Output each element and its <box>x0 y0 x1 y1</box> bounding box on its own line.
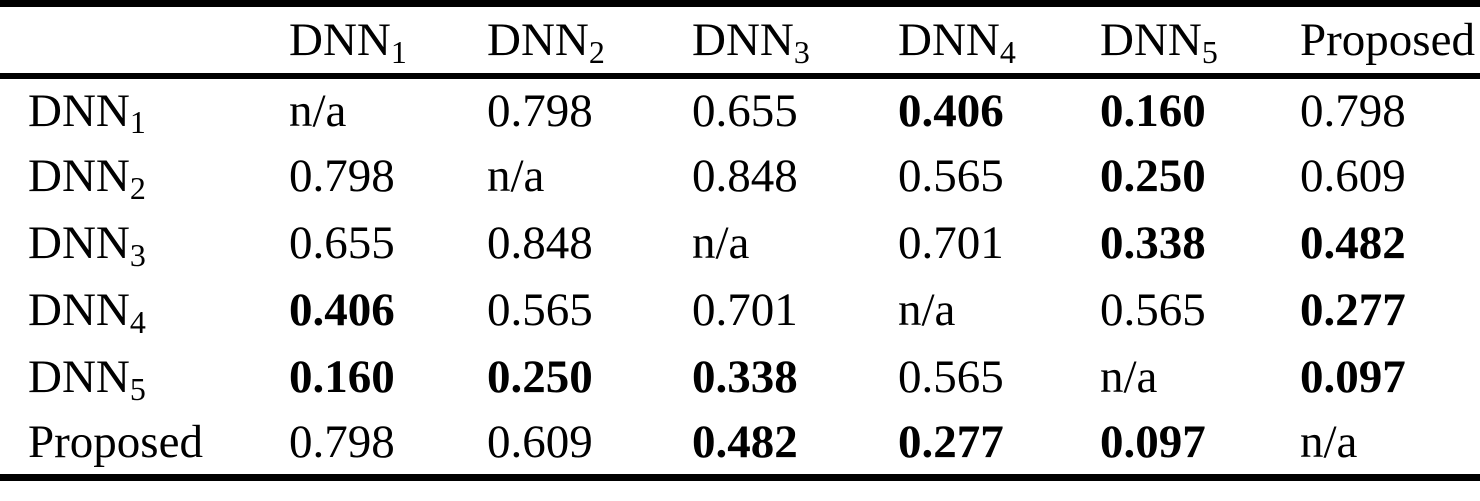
value-cell: 0.338 <box>692 351 798 403</box>
header-cell-subscript: 2 <box>588 34 605 70</box>
header-cell-subscript: 4 <box>999 34 1016 70</box>
comparison-table: DNN1 DNN2 DNN3 DNN4 DNN5 Proposed DNN1 n/a 0.79… <box>0 0 1480 481</box>
header-cell-text: DNN <box>1100 13 1202 66</box>
value-cell: 0.565 <box>1100 284 1206 336</box>
row-label-text: DNN <box>28 351 130 403</box>
row-label: DNN1 <box>0 76 289 143</box>
value-cell: 0.798 <box>289 416 395 469</box>
table-row: DNN1 n/a 0.798 0.655 0.406 0.160 0.798 <box>0 76 1480 143</box>
header-cell-subscript: 1 <box>390 34 407 70</box>
value-cell: n/a <box>1100 351 1158 403</box>
row-label-text: DNN <box>28 284 130 336</box>
table-head: DNN1 DNN2 DNN3 DNN4 DNN5 Proposed <box>0 4 1480 76</box>
value-cell: 0.565 <box>487 284 593 336</box>
value-cell: n/a <box>898 284 956 336</box>
value-cell: 0.160 <box>289 351 395 403</box>
value-cell: 0.160 <box>1100 84 1206 137</box>
value-cell: 0.565 <box>898 150 1004 202</box>
table-row: DNN3 0.655 0.848 n/a 0.701 0.338 0.482 <box>0 210 1480 277</box>
row-label-text: DNN <box>28 150 130 202</box>
row-label-text: Proposed <box>28 416 203 469</box>
row-label: DNN3 <box>0 210 289 277</box>
header-cell-subscript: 3 <box>793 34 810 70</box>
header-cell: DNN5 <box>1100 4 1300 76</box>
header-cell-empty <box>0 4 289 76</box>
table-row: Proposed 0.798 0.609 0.482 0.277 0.097 n/a <box>0 411 1480 478</box>
header-cell: DNN2 <box>487 4 692 76</box>
value-cell: 0.848 <box>692 150 798 202</box>
row-label-subscript: 3 <box>129 237 146 273</box>
value-cell: 0.798 <box>289 150 395 202</box>
row-label-subscript: 5 <box>129 371 146 407</box>
value-cell: 0.406 <box>289 284 395 336</box>
value-cell: 0.848 <box>487 217 593 269</box>
value-cell: 0.655 <box>289 217 395 269</box>
value-cell: 0.701 <box>898 217 1004 269</box>
value-cell: 0.097 <box>1100 416 1206 469</box>
value-cell: 0.338 <box>1100 217 1206 269</box>
header-cell-text: DNN <box>289 13 391 66</box>
table-row: DNN4 0.406 0.565 0.701 n/a 0.565 0.277 <box>0 277 1480 344</box>
value-cell: 0.482 <box>1300 217 1406 269</box>
header-cell: DNN4 <box>898 4 1100 76</box>
row-label-subscript: 2 <box>129 170 146 206</box>
value-cell: 0.250 <box>487 351 593 403</box>
header-cell-text: DNN <box>487 13 589 66</box>
row-label-subscript: 4 <box>129 304 146 340</box>
row-label-text: DNN <box>28 84 130 137</box>
value-cell: n/a <box>692 217 750 269</box>
table-row: DNN5 0.160 0.250 0.338 0.565 n/a 0.097 <box>0 344 1480 411</box>
value-cell: 0.655 <box>692 84 798 137</box>
header-cell: DNN1 <box>289 4 487 76</box>
value-cell: 0.798 <box>487 84 593 137</box>
value-cell: 0.609 <box>487 416 593 469</box>
row-label-text: DNN <box>28 217 130 269</box>
value-cell: 0.701 <box>692 284 798 336</box>
row-label: Proposed <box>0 411 289 478</box>
value-cell: 0.565 <box>898 351 1004 403</box>
value-cell: 0.097 <box>1300 351 1406 403</box>
header-row: DNN1 DNN2 DNN3 DNN4 DNN5 Proposed <box>0 4 1480 76</box>
value-cell: 0.250 <box>1100 150 1206 202</box>
row-label-subscript: 1 <box>129 105 146 141</box>
header-cell-text: Proposed <box>1300 13 1475 66</box>
row-label: DNN5 <box>0 344 289 411</box>
value-cell: 0.277 <box>1300 284 1406 336</box>
value-cell: 0.406 <box>898 84 1004 137</box>
value-cell: n/a <box>487 150 545 202</box>
header-cell: DNN3 <box>692 4 898 76</box>
value-cell: n/a <box>1300 416 1358 469</box>
header-cell: Proposed <box>1300 4 1480 76</box>
table-body: DNN1 n/a 0.798 0.655 0.406 0.160 0.798 DNN2 0.79… <box>0 76 1480 478</box>
header-cell-text: DNN <box>898 13 1000 66</box>
value-cell: 0.277 <box>898 416 1004 469</box>
value-cell: n/a <box>289 84 347 137</box>
value-cell: 0.482 <box>692 416 798 469</box>
value-cell: 0.798 <box>1300 84 1406 137</box>
row-label: DNN2 <box>0 143 289 210</box>
row-label: DNN4 <box>0 277 289 344</box>
header-cell-text: DNN <box>692 13 794 66</box>
value-cell: 0.609 <box>1300 150 1406 202</box>
header-cell-subscript: 5 <box>1201 34 1218 70</box>
table-row: DNN2 0.798 n/a 0.848 0.565 0.250 0.609 <box>0 143 1480 210</box>
